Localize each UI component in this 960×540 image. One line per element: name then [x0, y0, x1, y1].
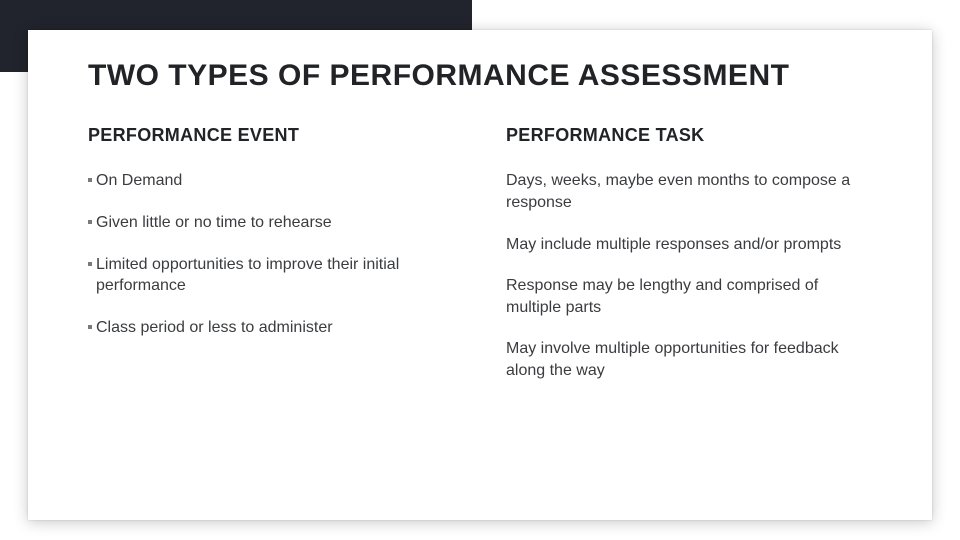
list-item: Class period or less to administer — [88, 317, 454, 339]
right-column: PERFORMANCE TASK Days, weeks, maybe even… — [506, 125, 872, 401]
list-item: Response may be lengthy and comprised of… — [506, 275, 872, 318]
slide-card: TWO TYPES OF PERFORMANCE ASSESSMENT PERF… — [28, 30, 932, 520]
left-column: PERFORMANCE EVENT On Demand Given little… — [88, 125, 454, 401]
left-column-list: On Demand Given little or no time to reh… — [88, 170, 454, 338]
right-column-heading: PERFORMANCE TASK — [506, 125, 872, 146]
list-item: Days, weeks, maybe even months to compos… — [506, 170, 872, 213]
list-item: On Demand — [88, 170, 454, 192]
list-item: Limited opportunities to improve their i… — [88, 254, 454, 297]
left-column-heading: PERFORMANCE EVENT — [88, 125, 454, 146]
right-column-list: Days, weeks, maybe even months to compos… — [506, 170, 872, 381]
list-item: May involve multiple opportunities for f… — [506, 338, 872, 381]
slide-title: TWO TYPES OF PERFORMANCE ASSESSMENT — [88, 58, 872, 93]
columns-container: PERFORMANCE EVENT On Demand Given little… — [88, 125, 872, 401]
list-item: Given little or no time to rehearse — [88, 212, 454, 234]
list-item: May include multiple responses and/or pr… — [506, 234, 872, 256]
